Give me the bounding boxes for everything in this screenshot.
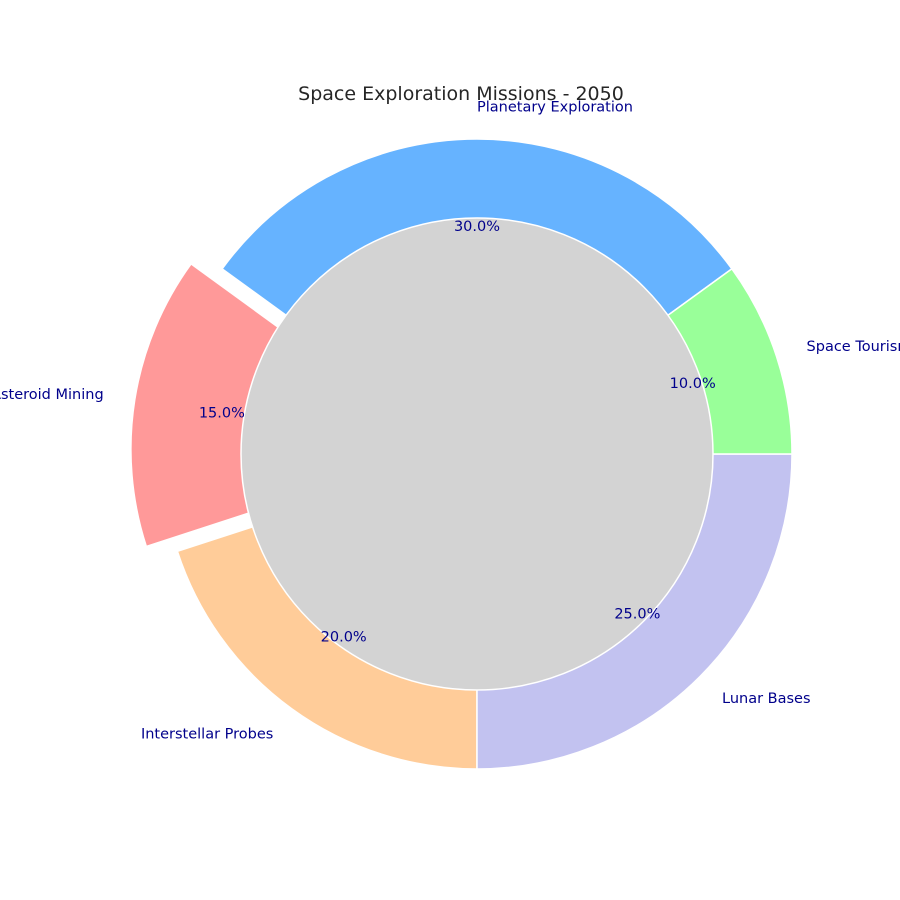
slice-label-asteroid-mining: Asteroid Mining	[0, 387, 104, 403]
slice-label-interstellar-probes: Interstellar Probes	[141, 726, 273, 742]
pct-label-asteroid-mining: 15.0%	[199, 406, 245, 422]
pct-label-lunar-bases: 25.0%	[614, 606, 660, 622]
donut-center	[240, 217, 714, 691]
pct-label-interstellar-probes: 20.0%	[321, 629, 367, 645]
pct-label-planetary-exploration: 30.0%	[454, 219, 500, 235]
chart-title: Space Exploration Missions - 2050	[298, 83, 624, 105]
slice-label-planetary-exploration: Planetary Exploration	[477, 100, 633, 116]
slice-label-lunar-bases: Lunar Bases	[722, 691, 811, 707]
pct-label-space-tourism: 10.0%	[670, 376, 716, 392]
slice-labels: Planetary Exploration 30.0% Asteroid Minin…	[0, 100, 900, 743]
slice-label-space-tourism: Space Tourism	[807, 339, 900, 355]
